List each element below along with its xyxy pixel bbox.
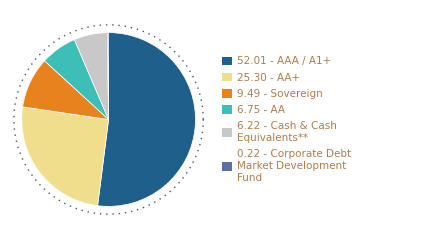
Wedge shape <box>22 107 109 206</box>
Wedge shape <box>45 40 109 120</box>
Wedge shape <box>98 33 196 206</box>
Wedge shape <box>75 33 109 120</box>
Legend: 52.01 - AAA / A1+, 25.30 - AA+, 9.49 - Sovereign, 6.75 - AA, 6.22 - Cash & Cash
: 52.01 - AAA / A1+, 25.30 - AA+, 9.49 - S… <box>218 52 355 187</box>
Wedge shape <box>23 61 109 120</box>
Wedge shape <box>107 33 109 120</box>
